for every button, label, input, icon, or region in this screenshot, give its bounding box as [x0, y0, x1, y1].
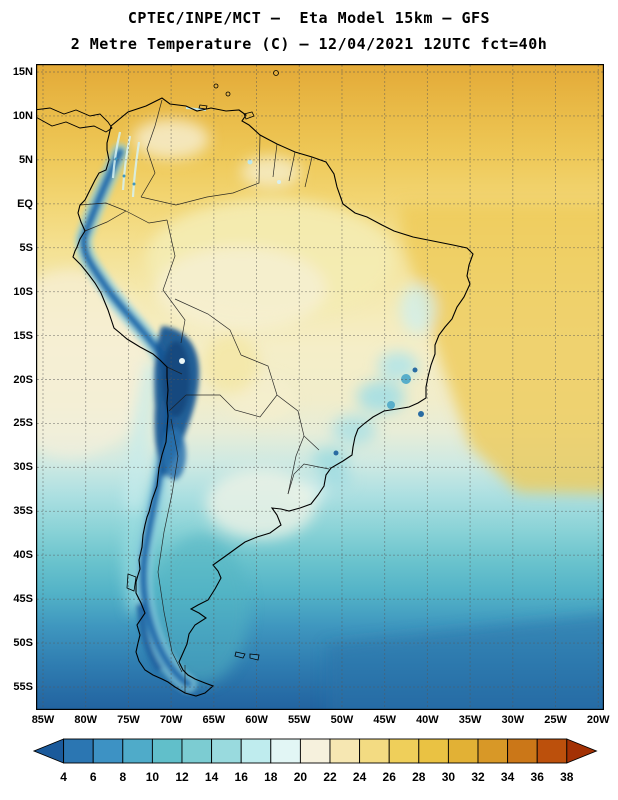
- map-border: [36, 64, 604, 710]
- colorbar-segment: [299, 738, 331, 764]
- colorbar-tick-label: 38: [560, 770, 574, 784]
- lon-tick-label: 35W: [458, 714, 482, 726]
- colorbar-segment: [122, 738, 153, 764]
- lon-tick-label: 50W: [330, 714, 354, 726]
- lat-tick-label: 50S: [13, 637, 33, 650]
- colorbar-segment: [63, 738, 94, 764]
- colorbar-tick-label: 34: [501, 770, 515, 784]
- lat-tick-label: 55S: [13, 681, 33, 694]
- colorbar-tick-label: 24: [353, 770, 367, 784]
- lon-tick-label: 55W: [287, 714, 311, 726]
- colorbar-segment: [477, 738, 509, 764]
- colorbar-tick-label: 26: [383, 770, 397, 784]
- lon-tick-label: 75W: [117, 714, 140, 726]
- colorbar-tick-label: 30: [442, 770, 456, 784]
- colorbar-segment: [92, 738, 124, 764]
- colorbar-right-arrow: [566, 738, 598, 764]
- colorbar-segment: [388, 738, 420, 764]
- colorbar-segment: [181, 738, 213, 764]
- colorbar-left-arrow: [32, 738, 65, 764]
- lon-tick-label: 60W: [245, 714, 268, 726]
- colorbar-segment: [418, 738, 449, 764]
- colorbar-tick-label: 36: [531, 770, 545, 784]
- colorbar-segment: [329, 738, 361, 764]
- colorbar-segment: [151, 738, 183, 764]
- coastline: [36, 70, 474, 697]
- colorbar-segment: [211, 738, 242, 764]
- lon-tick-label: 30W: [501, 714, 525, 726]
- lat-tick-label: EQ: [17, 197, 33, 210]
- colorbar-tick-label: 22: [323, 770, 337, 784]
- lat-tick-label: 20S: [13, 373, 33, 386]
- colorbar-segment: [359, 738, 390, 764]
- lat-tick-label: 15N: [12, 66, 33, 78]
- colorbar-tick-label: 14: [205, 770, 219, 784]
- colorbar-tick-label: 6: [90, 770, 97, 784]
- lon-tick-label: 25W: [544, 714, 567, 726]
- lat-tick-label: 35S: [13, 505, 33, 518]
- falkland-islands: [234, 651, 260, 661]
- colorbar-tick-label: 18: [264, 770, 278, 784]
- colorbar-segment: [240, 738, 272, 764]
- lon-tick-label: 20W: [586, 714, 610, 726]
- lat-tick-label: 10N: [12, 109, 33, 122]
- lat-tick-label: 45S: [13, 593, 33, 606]
- colorbar-tick-label: 32: [471, 770, 485, 784]
- colorbar-segment: [536, 738, 568, 764]
- colorbar-tick-label: 12: [175, 770, 189, 784]
- lat-tick-label: 30S: [13, 461, 33, 474]
- chart-subtitle: 2 Metre Temperature (C) — 12/04/2021 12U…: [70, 35, 548, 53]
- temperature-colorbar: 4 6 8 10 12 14 16 18 20 22 24 26 28 30 32 34 36 38: [32, 738, 598, 784]
- lon-tick-label: 70W: [159, 714, 183, 726]
- colorbar-tick-label: 10: [146, 770, 160, 784]
- lat-tick-label: 25S: [13, 417, 33, 430]
- colorbar-tick-label: 28: [412, 770, 426, 784]
- lat-tick-label: 10S: [13, 285, 33, 298]
- map-plot-area: [36, 64, 604, 710]
- colorbar-tick-label: 16: [235, 770, 249, 784]
- lat-tick-label: 15S: [13, 329, 33, 342]
- country-borders: [79, 99, 330, 693]
- colorbar-tick-label: 20: [294, 770, 308, 784]
- lon-tick-label: 45W: [373, 714, 396, 726]
- lon-tick-label: 80W: [74, 714, 98, 726]
- colorbar-segment: [507, 738, 538, 764]
- lon-tick-label: 85W: [31, 714, 55, 726]
- lon-tick-label: 40W: [416, 714, 439, 726]
- lat-tick-label: 5N: [18, 153, 33, 166]
- lat-tick-label: 5S: [19, 241, 33, 254]
- lon-tick-label: 65W: [202, 714, 226, 726]
- colorbar-segment: [447, 738, 479, 764]
- chart-title: CPTEC/INPE/MCT — Eta Model 15km — GFS: [127, 9, 491, 27]
- colorbar-segment: [270, 738, 301, 764]
- colorbar-tick-label: 4: [60, 770, 67, 784]
- temperature-map-svg: [36, 64, 604, 710]
- colorbar-tick-label: 8: [119, 770, 126, 784]
- lat-tick-label: 40S: [13, 549, 33, 562]
